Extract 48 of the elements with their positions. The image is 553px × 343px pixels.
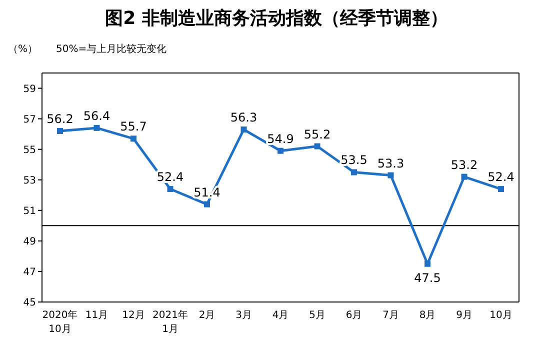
point <box>94 124 100 131</box>
data-label: 53.2 <box>450 158 478 172</box>
point <box>204 201 210 208</box>
data-label: 53.3 <box>377 156 404 170</box>
data-label: 56.2 <box>46 112 74 126</box>
data-label: 53.5 <box>340 153 368 168</box>
point <box>314 143 320 150</box>
x-tick-label: 10月 <box>490 310 512 321</box>
point <box>388 172 394 178</box>
y-tick-label: 45 <box>23 298 36 309</box>
x-tick-label: 8月 <box>419 310 436 321</box>
y-axis-title: （%） <box>8 43 38 56</box>
x-tick-label: 7月 <box>382 310 399 321</box>
y-tick-label: 53 <box>23 175 36 186</box>
y-tick-label: 47 <box>23 267 36 278</box>
y-tick-label: 57 <box>23 114 36 126</box>
data-label: 55.7 <box>120 120 147 134</box>
data-label: 52.4 <box>488 170 514 184</box>
point <box>351 169 357 176</box>
x-tick-label: 11月 <box>85 310 108 321</box>
x-tick-label: 9月 <box>456 310 472 321</box>
point <box>498 186 504 192</box>
x-tick-label: 2月 <box>198 310 216 321</box>
point <box>57 128 63 134</box>
x-tick-label: 2020年 10月 <box>42 309 78 335</box>
chart-title: 图2 非制造业商务活动指数（经季节调整） <box>104 7 449 30</box>
data-label: 55.2 <box>304 127 331 142</box>
x-tick-label: 3月 <box>236 310 252 321</box>
data-label: 47.5 <box>414 270 441 285</box>
x-tick-label: 6月 <box>346 310 362 321</box>
x-tick-label: 5月 <box>309 310 326 321</box>
data-label: 56.3 <box>230 110 258 124</box>
y-tick-label: 55 <box>23 144 36 156</box>
data-label: 54.9 <box>267 132 294 146</box>
x-tick-label: 2021年 1月 <box>152 309 188 335</box>
point <box>461 174 468 180</box>
y-tick-label: 59 <box>23 84 36 95</box>
y-tick-label: 51 <box>23 206 36 217</box>
point <box>167 186 174 192</box>
y-tick-label: 49 <box>23 236 36 248</box>
point <box>424 260 430 267</box>
x-tick-label: 12月 <box>122 310 145 321</box>
x-tick-label: 4月 <box>272 310 289 321</box>
point <box>240 126 247 132</box>
point <box>278 148 284 154</box>
data-label: 56.4 <box>83 108 110 123</box>
text: 50%=与上月比较无变化 <box>56 42 167 56</box>
point <box>130 136 136 142</box>
